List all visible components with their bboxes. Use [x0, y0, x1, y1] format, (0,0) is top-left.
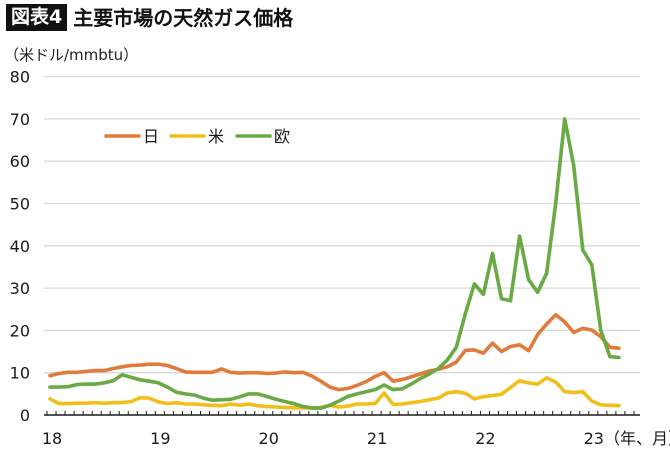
chart-title: 主要市場の天然ガス価格 — [73, 5, 294, 30]
y-tick-label: 30 — [10, 279, 30, 298]
y-tick-label: 80 — [10, 68, 30, 87]
gridlines — [44, 75, 640, 374]
figure-label: 図表4 — [6, 4, 68, 31]
figure-title-bar: 図表4 主要市場の天然ガス価格 — [6, 4, 293, 31]
legend-label: 米 — [208, 127, 224, 146]
series-lines — [48, 117, 621, 411]
x-tick-label: 18 — [42, 429, 62, 448]
y-tick-label: 0 — [20, 406, 30, 425]
y-tick-label: 60 — [10, 152, 30, 171]
series-line — [48, 375, 621, 411]
legend-label: 日 — [143, 127, 159, 146]
x-axis: 18 19 20 21 22 23 — [42, 411, 640, 448]
series-line — [48, 312, 621, 392]
y-tick-label: 10 — [10, 364, 30, 383]
x-tick-label: 20 — [259, 429, 279, 448]
y-axis-ticks: 0 10 20 30 40 50 60 70 80 — [10, 68, 30, 425]
y-tick-label: 70 — [10, 110, 30, 129]
x-tick-label: 22 — [475, 429, 495, 448]
legend: 日米欧 — [104, 127, 290, 146]
series-line — [48, 117, 621, 411]
y-tick-label: 20 — [10, 321, 30, 340]
legend-label: 欧 — [274, 127, 290, 146]
y-tick-label: 50 — [10, 195, 30, 214]
x-tick-label: 21 — [367, 429, 387, 448]
y-tick-label: 40 — [10, 237, 30, 256]
x-axis-unit-label: （年、月） — [604, 429, 670, 448]
x-tick-label: 23 — [584, 429, 604, 448]
y-axis-unit-label: （米ドル/mmbtu） — [4, 46, 139, 64]
x-tick-label: 19 — [150, 429, 170, 448]
